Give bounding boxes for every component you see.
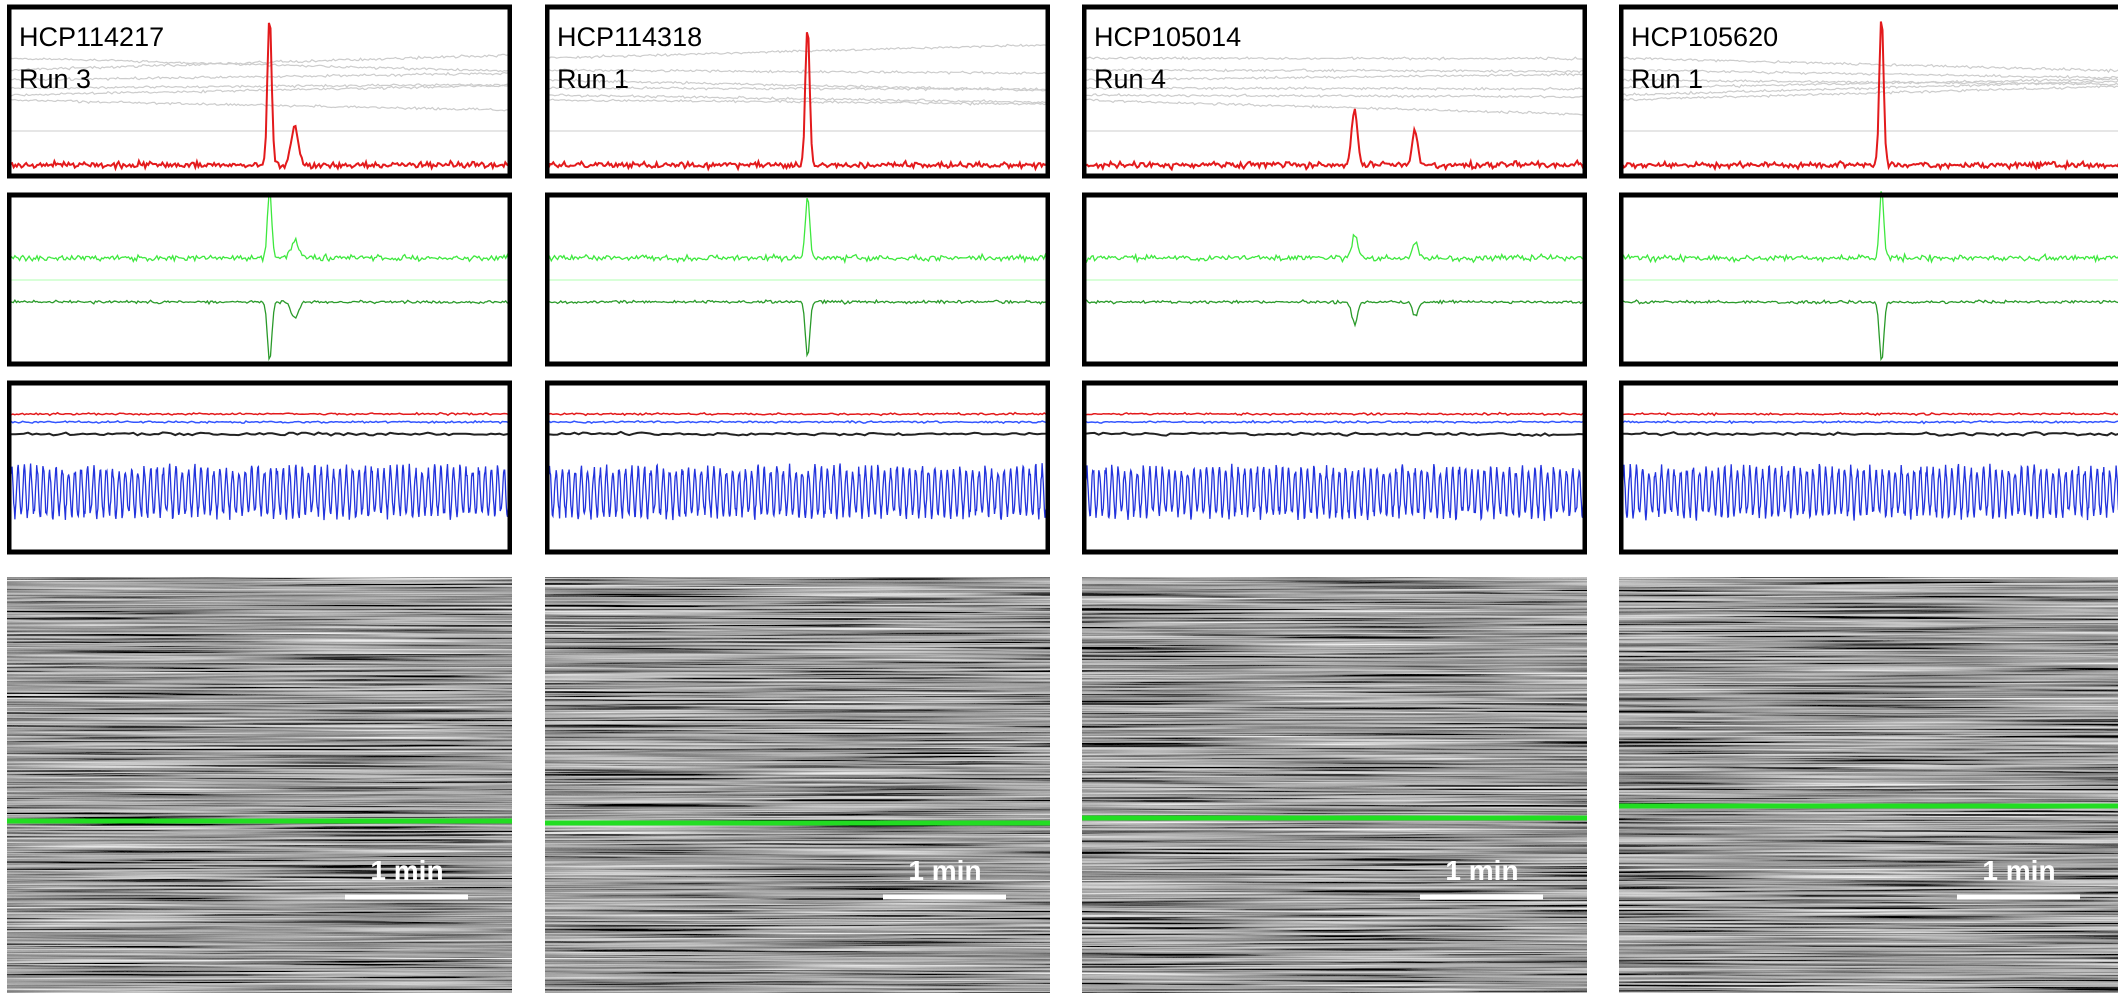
gray-trace: [1082, 93, 1587, 99]
resp-trace: [1619, 463, 2118, 521]
panel-frame: [1619, 192, 2118, 367]
gray-trace: [545, 93, 1050, 104]
gray-trace: [545, 78, 1050, 92]
gray-trace: [7, 98, 512, 112]
blue-trace: [1619, 419, 2118, 425]
subject-label: HCP114217: [19, 22, 164, 52]
gray-trace: [7, 71, 512, 82]
column: 1 min HCP105014 Run 4: [1082, 4, 1587, 993]
column: 1 min HCP105620 Run 1: [1619, 4, 2118, 993]
subject-label: HCP114318: [557, 22, 702, 52]
resp-trace: [7, 463, 512, 521]
subject-label: HCP105620: [1631, 22, 1778, 52]
gray-trace: [1082, 86, 1587, 92]
scale-bar-label: 1 min: [370, 855, 443, 886]
resp-trace: [1082, 463, 1587, 522]
resp-trace: [545, 463, 1050, 521]
green-trace: [545, 298, 1050, 358]
gray-trace: [7, 84, 512, 97]
scale-bar-label: 1 min: [1445, 855, 1518, 886]
red-trace: [546, 32, 1049, 172]
heatmap: [1619, 577, 2118, 993]
gray-trace: [545, 43, 1050, 60]
black-trace: [1619, 431, 2118, 437]
column: 1 min HCP114217 Run 3: [7, 4, 512, 993]
red-trace: [8, 22, 511, 172]
gray-trace: [7, 83, 512, 90]
gray-trace: [1619, 85, 2118, 103]
panel-frame: [7, 380, 512, 555]
heatmap: [7, 577, 512, 993]
scale-bar-label: 1 min: [1982, 855, 2055, 886]
column: 1 min HCP114318 Run 1: [545, 4, 1050, 993]
green-trace: [7, 192, 512, 264]
gray-trace: [1619, 67, 2118, 80]
green-trace: [545, 197, 1050, 265]
black-trace: [7, 431, 512, 437]
gray-trace: [1082, 98, 1587, 117]
panel-frame: [1619, 380, 2118, 555]
gray-trace: [545, 68, 1050, 75]
gray-trace: [1082, 68, 1587, 74]
gray-trace: [1082, 72, 1587, 82]
run-label: Run 4: [1094, 64, 1166, 94]
subject-label: HCP105014: [1094, 22, 1241, 52]
scale-bar-label: 1 min: [908, 855, 981, 886]
blue-trace: [545, 419, 1050, 425]
gray-trace: [1082, 55, 1587, 61]
gray-trace: [7, 53, 512, 72]
black-trace: [545, 430, 1050, 437]
red-trace: [1083, 108, 1586, 172]
blue-trace: [7, 419, 512, 425]
panel-frame: [7, 192, 512, 367]
panel-frame: [7, 4, 512, 179]
gray-trace: [545, 98, 1050, 106]
heatmap: [545, 577, 1050, 993]
green-trace: [1619, 299, 2118, 362]
heatmap: [1082, 577, 1587, 993]
red-trace: [1620, 21, 2118, 172]
panel-frame: [1619, 4, 2118, 179]
panel-frame: [1082, 4, 1587, 179]
green-trace: [1082, 298, 1587, 328]
gray-trace: [7, 56, 512, 73]
gray-trace: [1619, 79, 2118, 97]
gray-trace: [1619, 56, 2118, 74]
panel-frame: [545, 4, 1050, 179]
panel-frame: [1082, 380, 1587, 555]
run-label: Run 1: [557, 64, 629, 94]
panel-frame: [545, 192, 1050, 367]
blue-trace: [1082, 419, 1587, 425]
run-label: Run 3: [19, 64, 91, 94]
gray-trace: [1619, 77, 2118, 90]
red-trace: [545, 411, 1050, 417]
green-trace: [1082, 233, 1587, 264]
black-trace: [1082, 431, 1587, 437]
green-trace: [1619, 191, 2118, 264]
run-label: Run 1: [1631, 64, 1703, 94]
red-trace: [1082, 411, 1587, 416]
gray-trace: [545, 85, 1050, 92]
red-trace: [1619, 412, 2118, 417]
green-trace: [7, 299, 512, 362]
panel-frame: [545, 380, 1050, 555]
red-trace: [7, 411, 512, 417]
panel-frame: [1082, 192, 1587, 367]
